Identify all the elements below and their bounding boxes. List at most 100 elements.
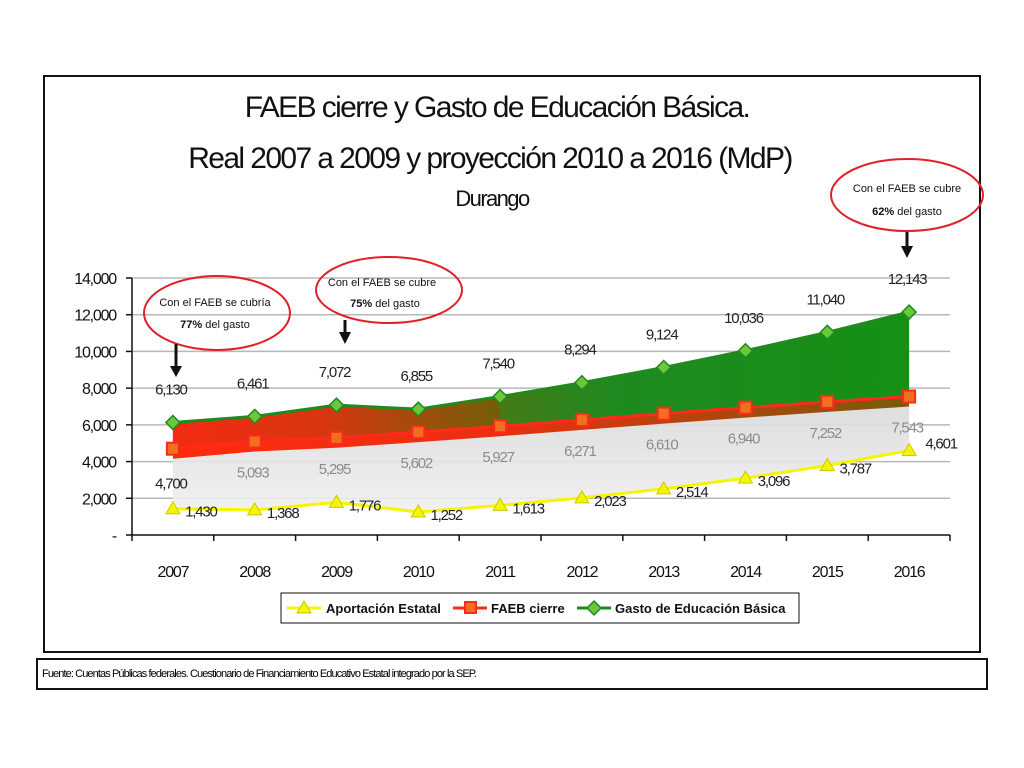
label-gasto: 6,461 — [237, 375, 269, 392]
label-aportacion: 1,252 — [431, 507, 463, 524]
marker-gasto — [410, 401, 427, 418]
line-faeb-cierre — [172, 395, 910, 451]
marker-gasto — [819, 324, 836, 341]
x-tick-label: 2010 — [403, 564, 435, 581]
line-aportacion-estatal — [172, 449, 910, 514]
legend-triangle-icon — [296, 600, 312, 614]
legend-faeb: FAEB cierre — [491, 601, 565, 616]
y-tick-label: 2,000 — [82, 491, 117, 508]
marker-gasto — [328, 397, 345, 414]
label-faeb: 5,093 — [237, 465, 269, 482]
marker-aportacion — [246, 501, 263, 516]
legend-diamond-icon — [585, 599, 603, 617]
chart-subtitle: Real 2007 a 2009 y proyección 2010 a 201… — [188, 142, 792, 175]
label-gasto: 11,040 — [807, 291, 845, 308]
label-gasto: 12,143 — [888, 271, 928, 288]
label-faeb: 5,295 — [319, 461, 351, 478]
marker-faeb — [902, 389, 917, 404]
label-gasto: 8,294 — [564, 342, 596, 359]
marker-faeb — [247, 434, 262, 449]
label-aportacion: 1,613 — [512, 500, 544, 517]
y-tick-label: 14,000 — [74, 271, 117, 288]
label-gasto: 6,855 — [401, 368, 433, 385]
marker-aportacion — [901, 442, 917, 457]
annotation-2016: Con el FAEB se cubre 62% del gasto — [830, 158, 984, 258]
marker-gasto — [164, 414, 181, 431]
x-tick-label: 2012 — [567, 564, 599, 581]
source-note: Fuente: Cuentas Públicas federales. Cues… — [42, 668, 477, 680]
label-faeb: 4,700 — [155, 476, 187, 493]
label-gasto: 7,540 — [482, 356, 514, 373]
annotation-2016-line1: Con el FAEB se cubre — [853, 183, 961, 195]
label-aportacion: 4,601 — [925, 436, 957, 453]
y-tick-label: 6,000 — [82, 418, 117, 435]
marker-aportacion — [165, 500, 181, 515]
marker-faeb — [738, 400, 753, 415]
label-faeb: 5,927 — [482, 449, 514, 466]
x-tick-label: 2013 — [648, 564, 680, 581]
chart-region: Durango — [455, 186, 530, 211]
area-faeb — [172, 396, 910, 459]
legend-square-icon — [464, 601, 477, 614]
label-faeb: 5,602 — [401, 455, 433, 472]
x-tick-label: 2007 — [158, 564, 190, 581]
marker-gasto — [737, 342, 754, 359]
chart-legend: Aportación Estatal FAEB cierre Gasto de … — [280, 592, 800, 624]
legend-aportacion: Aportación Estatal — [326, 601, 441, 616]
annotation-2016-line2: 62% del gasto — [872, 206, 942, 218]
annotation-2009-line1: Con el FAEB se cubre — [328, 277, 436, 289]
label-faeb: 6,940 — [728, 431, 760, 448]
label-faeb: 7,252 — [810, 425, 842, 442]
marker-faeb — [411, 425, 426, 440]
line-gasto-educacion — [172, 310, 910, 424]
annotation-2007-line2: 77% del gasto — [180, 319, 250, 331]
label-aportacion: 2,023 — [594, 493, 626, 510]
marker-gasto — [573, 374, 590, 391]
label-gasto: 7,072 — [319, 364, 351, 381]
marker-gasto — [246, 408, 263, 425]
marker-aportacion — [574, 489, 590, 504]
x-tick-label: 2014 — [730, 564, 762, 581]
label-aportacion: 1,430 — [185, 504, 217, 521]
y-tick-label: 8,000 — [82, 381, 117, 398]
y-tick-label: - — [112, 528, 117, 545]
marker-aportacion — [328, 494, 345, 508]
y-tick-label: 4,000 — [82, 455, 117, 472]
label-faeb: 6,610 — [646, 437, 678, 454]
label-aportacion: 1,368 — [267, 505, 299, 522]
marker-faeb — [820, 394, 835, 409]
label-aportacion: 3,096 — [758, 473, 790, 490]
label-faeb: 7,543 — [891, 420, 923, 437]
marker-aportacion — [410, 504, 427, 518]
series-lines — [172, 310, 910, 514]
marker-aportacion — [819, 457, 836, 471]
x-tick-label: 2011 — [485, 564, 516, 581]
marker-faeb — [493, 419, 508, 434]
label-faeb: 6,271 — [564, 443, 596, 460]
x-tick-label: 2016 — [894, 564, 926, 581]
marker-faeb — [656, 406, 671, 421]
label-gasto: 9,124 — [646, 327, 678, 344]
x-tick-label: 2015 — [812, 564, 844, 581]
x-tick-label: 2009 — [321, 564, 353, 581]
annotation-2007-line1: Con el FAEB se cubría — [159, 297, 271, 309]
marker-faeb — [574, 412, 589, 427]
marker-faeb — [165, 441, 180, 456]
series-markers — [164, 304, 918, 518]
annotation-2007: Con el FAEB se cubría 77% del gasto — [143, 275, 291, 377]
label-aportacion: 1,776 — [349, 497, 381, 514]
x-tick-label: 2008 — [239, 564, 271, 581]
marker-gasto — [492, 388, 509, 405]
marker-aportacion — [492, 497, 508, 511]
marker-aportacion — [737, 470, 754, 484]
area-aportacion-faeb — [172, 396, 910, 513]
marker-aportacion — [655, 480, 672, 495]
legend-gasto: Gasto de Educación Básica — [615, 601, 786, 616]
label-aportacion: 3,787 — [840, 460, 872, 477]
label-gasto: 10,036 — [724, 310, 764, 327]
source-box: Fuente: Cuentas Públicas federales. Cues… — [36, 658, 988, 690]
annotation-2009-line2: 75% del gasto — [350, 298, 420, 310]
label-gasto: 6,130 — [155, 381, 187, 398]
y-tick-label: 10,000 — [74, 344, 117, 361]
